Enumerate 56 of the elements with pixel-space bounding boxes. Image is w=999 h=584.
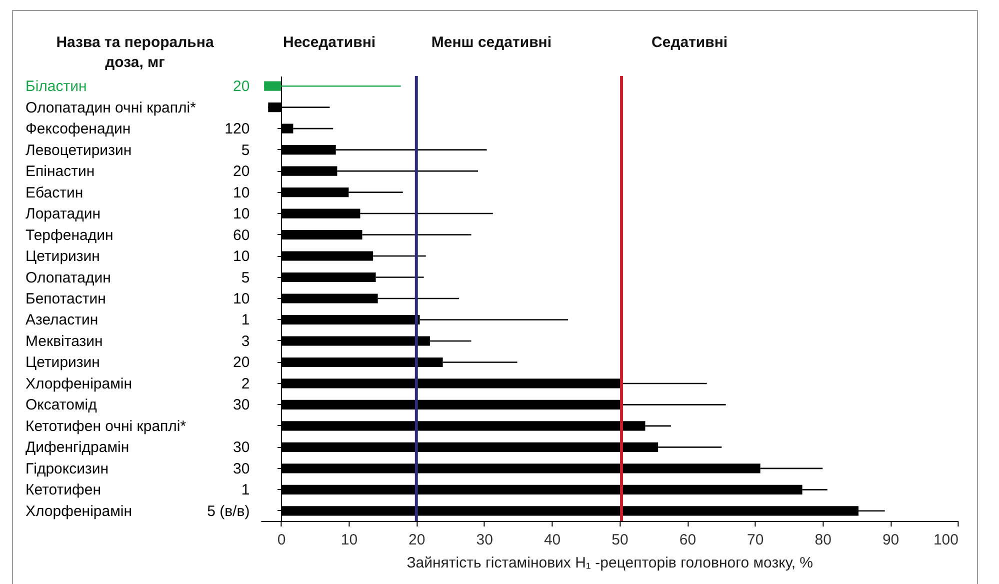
y2-tick-label: 3 [241, 332, 250, 350]
x-tick-label: 20 [408, 532, 426, 548]
x-tick-label: 70 [747, 532, 764, 548]
y-tick-label: Цетиризин [26, 354, 100, 372]
y2-tick-label: 10 [233, 290, 250, 308]
x-tick-label: 50 [612, 532, 628, 548]
y-tick-label: Дифенгідрамін [26, 439, 130, 456]
x-tick-label: 100 [933, 532, 958, 548]
text: Седативні [652, 34, 728, 51]
x-tick-label: 80 [814, 532, 832, 548]
y-tick-label: Гідроксизин [26, 460, 109, 478]
y-tick-label: Хлорфенірамін [26, 502, 132, 520]
y-tick-label: Олопатадин [26, 269, 111, 286]
y-tick-label: Кетотифен очні краплі* [26, 418, 186, 435]
y2-tick-label: 60 [233, 226, 250, 244]
y2-tick-label: 20 [233, 354, 250, 372]
y2-tick-label: 30 [233, 396, 250, 414]
x-tick-label: 10 [340, 532, 358, 548]
y-tick-label: Терфенадин [26, 226, 114, 244]
y-tick-label: Ебастин [26, 184, 84, 202]
y-tick-label: Олопатадин очні краплі* [26, 99, 196, 116]
y2-tick-label: 5 (в/в) [207, 502, 250, 520]
y2-tick-label: 5 [241, 269, 250, 286]
y2-tick-label: 30 [233, 460, 250, 478]
y2-tick-label: 10 [233, 248, 250, 266]
text: Менш седативні [431, 34, 552, 51]
x-tick-label: 30 [476, 532, 493, 548]
y-tick-label: Кетотифен [26, 482, 102, 499]
x-tick-label: 40 [544, 532, 561, 548]
y-tick-label: Цетиризин [26, 248, 100, 266]
y2-tick-label: 120 [224, 120, 250, 138]
y2-tick-label: 10 [233, 206, 250, 223]
y-tick-label: Лоратадин [26, 206, 100, 223]
y-tick-label: Біластин [26, 78, 87, 96]
y-tick-label: Хлорфенірамін [26, 375, 132, 392]
y2-tick-label: 20 [233, 78, 250, 96]
text: Неседативні [283, 34, 376, 51]
y2-tick-label: 5 [241, 142, 250, 159]
y-tick-label: Епінастин [26, 163, 95, 180]
y-tick-label: Фексофенадин [26, 120, 131, 138]
y2-tick-label: 2 [241, 375, 250, 392]
y-tick-label: Меквітазин [26, 332, 103, 350]
text: Назва та пероральна доза, мг [56, 34, 214, 71]
x-tick-label: 0 [277, 532, 286, 548]
y2-tick-label: 30 [233, 439, 250, 456]
y-tick-label: Левоцетиризин [26, 142, 132, 159]
x-tick-label: 90 [882, 532, 900, 548]
y-tick-label: Азеластин [26, 312, 98, 329]
y-tick-label: Бепотастин [26, 290, 106, 308]
x-tick-label: 60 [679, 532, 696, 548]
y2-tick-label: 10 [233, 184, 250, 202]
y2-tick-label: 20 [233, 163, 250, 180]
y-tick-label: Оксатомід [26, 396, 98, 414]
y2-tick-label: 1 [241, 482, 250, 499]
y2-tick-label: 1 [241, 312, 250, 329]
x-axis-title: Зайнятість гістамінових H₁ -рецепторів головного мозку, % [406, 554, 813, 572]
